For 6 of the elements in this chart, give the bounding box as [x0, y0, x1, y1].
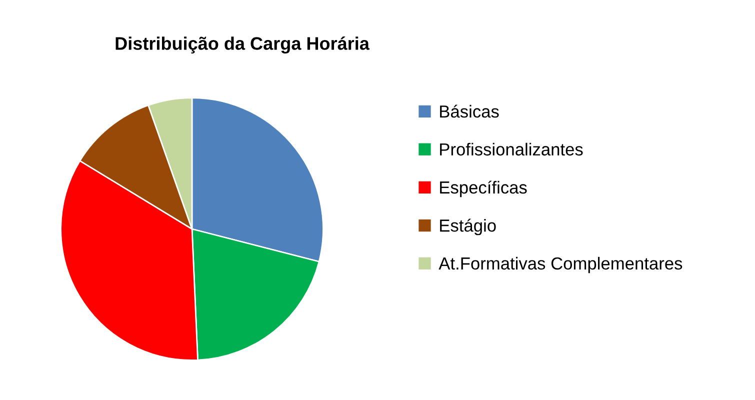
legend-label: Básicas: [440, 104, 499, 118]
legend-label: Profissionalizantes: [440, 142, 583, 156]
legend-label: Estágio: [440, 218, 496, 236]
legend-label: Específicas: [440, 180, 527, 198]
legend-label: At.Formativas Complementares: [438, 256, 682, 274]
chart-title: Distribuição da Carga Horária: [116, 36, 370, 54]
